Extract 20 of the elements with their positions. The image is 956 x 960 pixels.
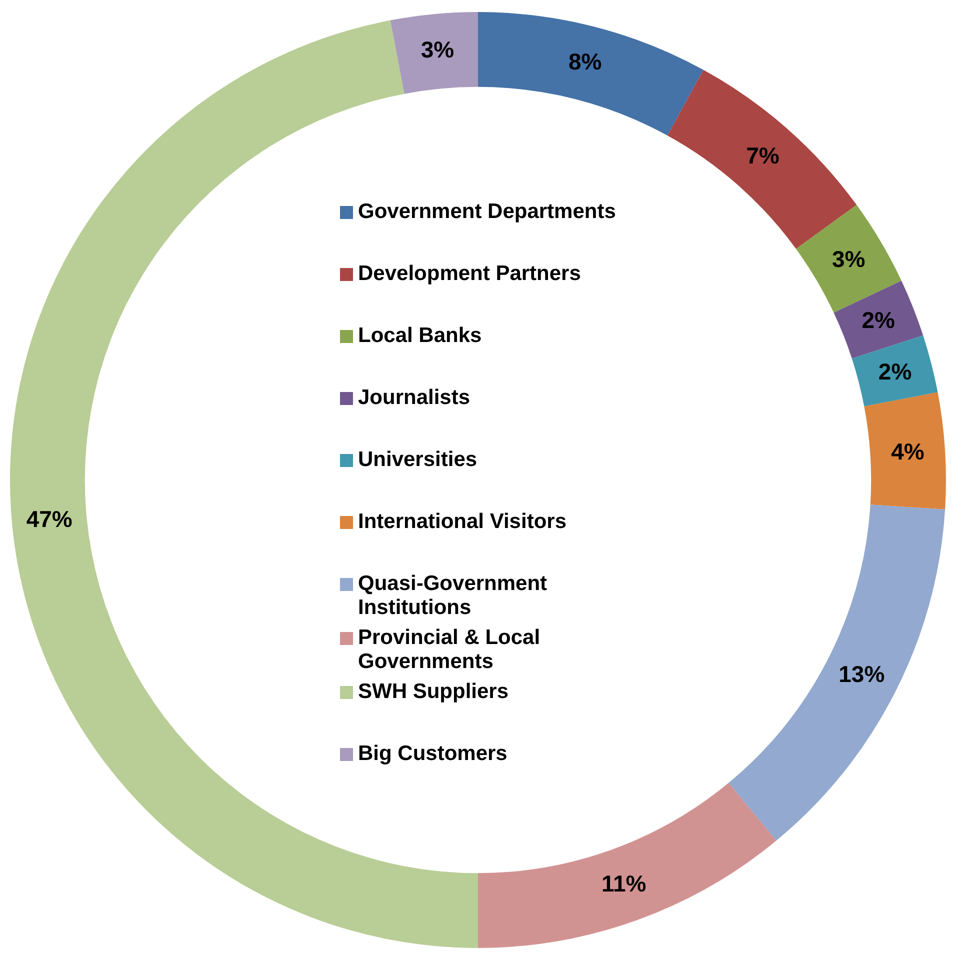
legend-label: Universities (358, 448, 478, 472)
legend-label: Government Departments (358, 200, 616, 224)
legend-label: Local Banks (358, 324, 482, 348)
data-label: 3% (832, 246, 866, 272)
data-label: 2% (862, 306, 895, 333)
data-label: 11% (601, 870, 646, 896)
data-label: 2% (878, 358, 912, 384)
legend-label: SWH Suppliers (358, 680, 509, 704)
legend-label: Quasi-Government Institutions (358, 572, 548, 620)
data-label: 7% (746, 142, 780, 168)
legend-label: Development Partners (358, 262, 581, 286)
data-label: 8% (568, 48, 602, 74)
data-label: 13% (838, 660, 885, 687)
legend-label: Journalists (358, 386, 470, 410)
data-label: 3% (420, 36, 454, 63)
legend-label: International Visitors (358, 510, 566, 534)
data-label: 47% (26, 506, 72, 532)
legend-label: Big Customers (358, 742, 508, 766)
data-label: 4% (891, 438, 924, 464)
legend-label: Provincial & Local Governments (358, 626, 542, 674)
